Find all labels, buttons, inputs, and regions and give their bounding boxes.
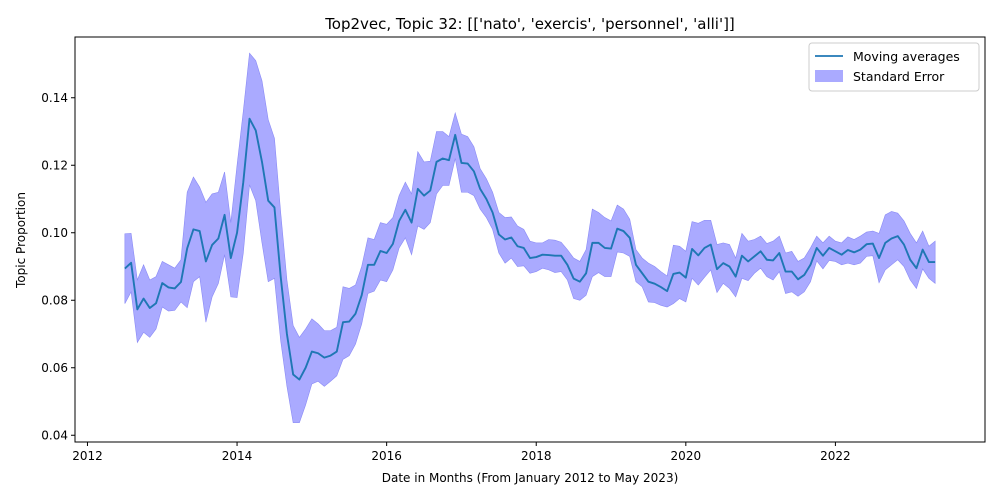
y-axis: 0.04 0.06 0.08 0.10 0.12 0.14: [41, 91, 75, 442]
y-tick-label: 0.08: [41, 293, 68, 307]
legend-label-standard-error: Standard Error: [853, 69, 945, 84]
y-tick-label: 0.04: [41, 428, 68, 442]
standard-error-band-layer: [124, 52, 936, 424]
x-tick-label: 2012: [72, 449, 103, 463]
legend-box: [808, 42, 980, 92]
legend-label-moving-averages: Moving averages: [853, 49, 960, 64]
x-axis: 2012 2014 2016 2018 2020 2022: [72, 442, 851, 463]
standard-error-band: [124, 52, 936, 424]
x-tick-label: 2018: [521, 449, 552, 463]
x-tick-label: 2022: [820, 449, 851, 463]
x-tick-label: 2020: [671, 449, 702, 463]
chart-title: Top2vec, Topic 32: [['nato', 'exercis', …: [324, 15, 735, 33]
y-tick-label: 0.06: [41, 361, 68, 375]
plot-frame: [74, 36, 986, 443]
x-tick-label: 2014: [222, 449, 253, 463]
legend: Moving averages Standard Error: [808, 42, 980, 92]
y-tick-label: 0.14: [41, 91, 68, 105]
y-tick-label: 0.12: [41, 158, 68, 172]
x-axis-label: Date in Months (From January 2012 to May…: [382, 471, 679, 485]
legend-band-swatch: [815, 70, 843, 82]
moving-average-line: [124, 117, 936, 381]
y-axis-label: Topic Proportion: [14, 192, 28, 289]
x-tick-label: 2016: [371, 449, 402, 463]
y-tick-label: 0.10: [41, 226, 68, 240]
moving-average-line-layer: [124, 117, 936, 381]
